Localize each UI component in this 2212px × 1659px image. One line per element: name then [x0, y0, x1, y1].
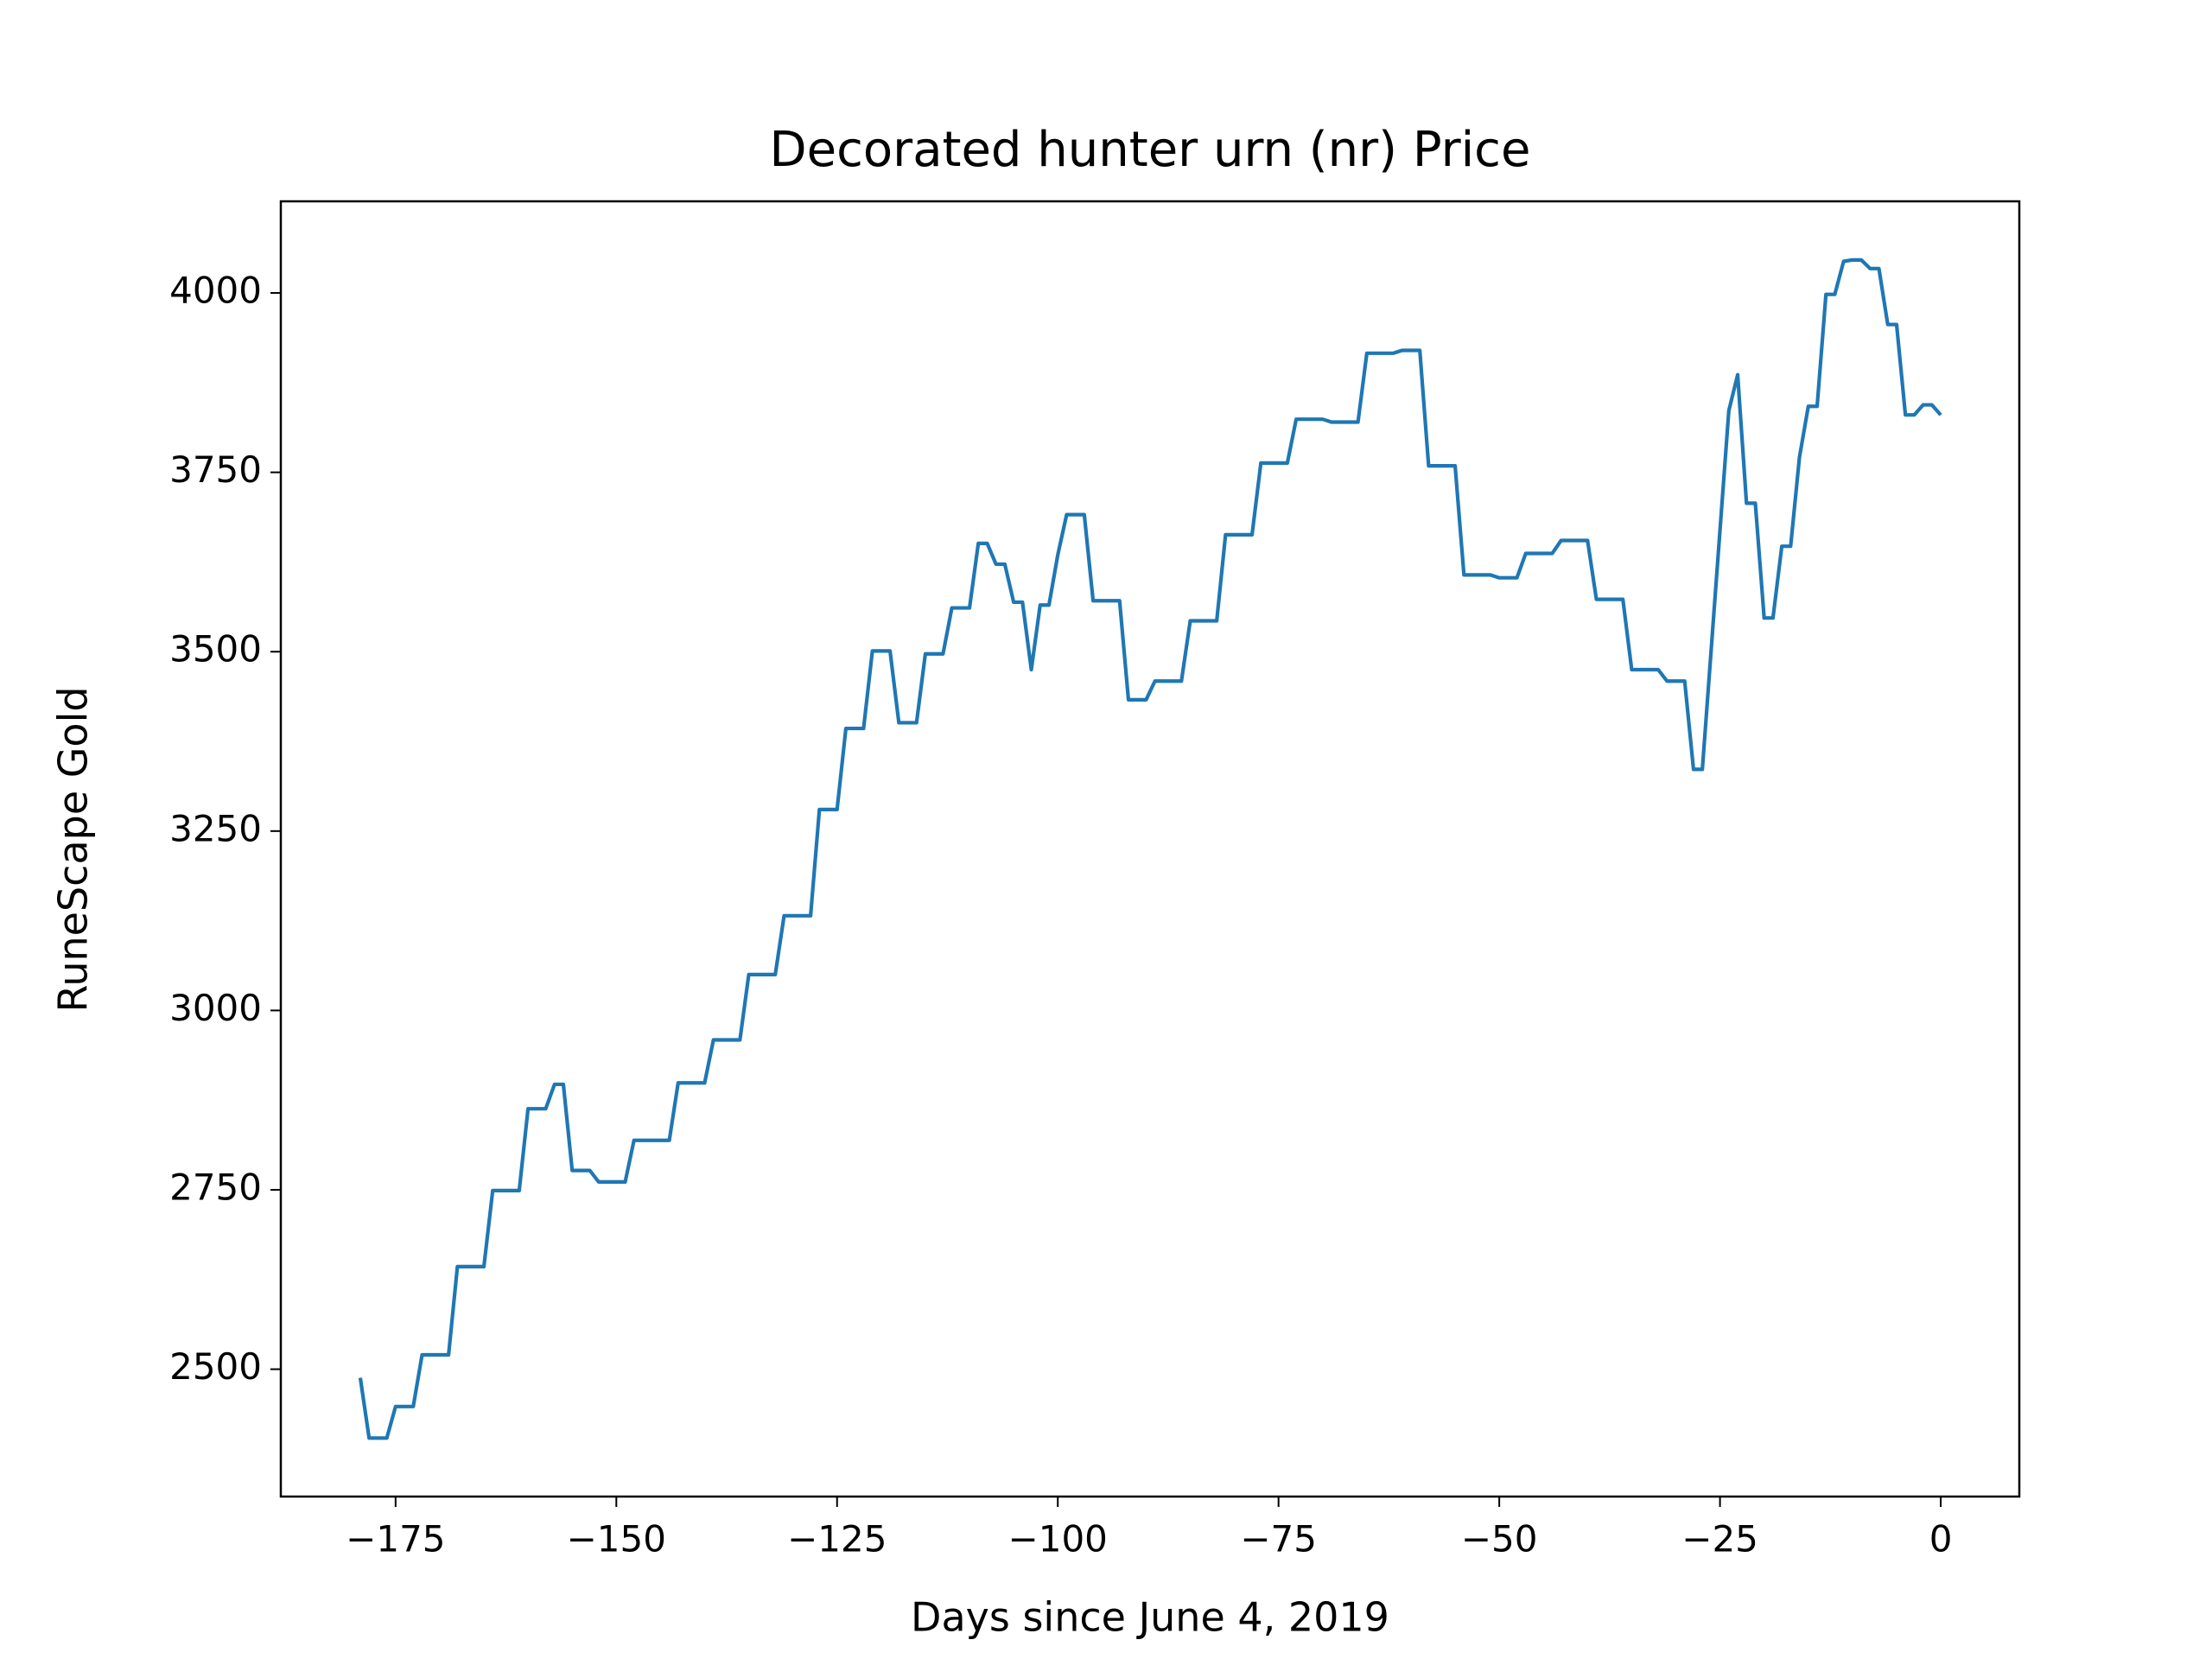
y-tick-label: 2500: [169, 1345, 262, 1388]
chart-title: Decorated hunter urn (nr) Price: [770, 122, 1531, 178]
x-tick-label: −150: [567, 1518, 666, 1560]
x-tick-label: −125: [787, 1518, 887, 1560]
y-tick-label: 3750: [169, 448, 262, 491]
y-tick-label: 3000: [169, 987, 262, 1029]
price-line: [358, 257, 1942, 1440]
x-tick-label: −75: [1240, 1518, 1317, 1560]
x-tick-label: −25: [1681, 1518, 1758, 1560]
x-tick-label: 0: [1929, 1518, 1953, 1560]
y-tick-label: 4000: [169, 270, 262, 312]
y-tick-label: 3500: [169, 628, 262, 671]
plot-frame: [279, 200, 2021, 1498]
x-axis-label: Days since June 4, 2019: [911, 1594, 1389, 1641]
x-tick-label: −175: [346, 1518, 445, 1560]
y-tick-label: 2750: [169, 1166, 262, 1209]
x-tick-label: −100: [1008, 1518, 1108, 1560]
x-tick-label: −50: [1461, 1518, 1538, 1560]
y-axis-label: RuneScape Gold: [50, 686, 97, 1012]
y-tick-label: 3250: [169, 807, 262, 849]
